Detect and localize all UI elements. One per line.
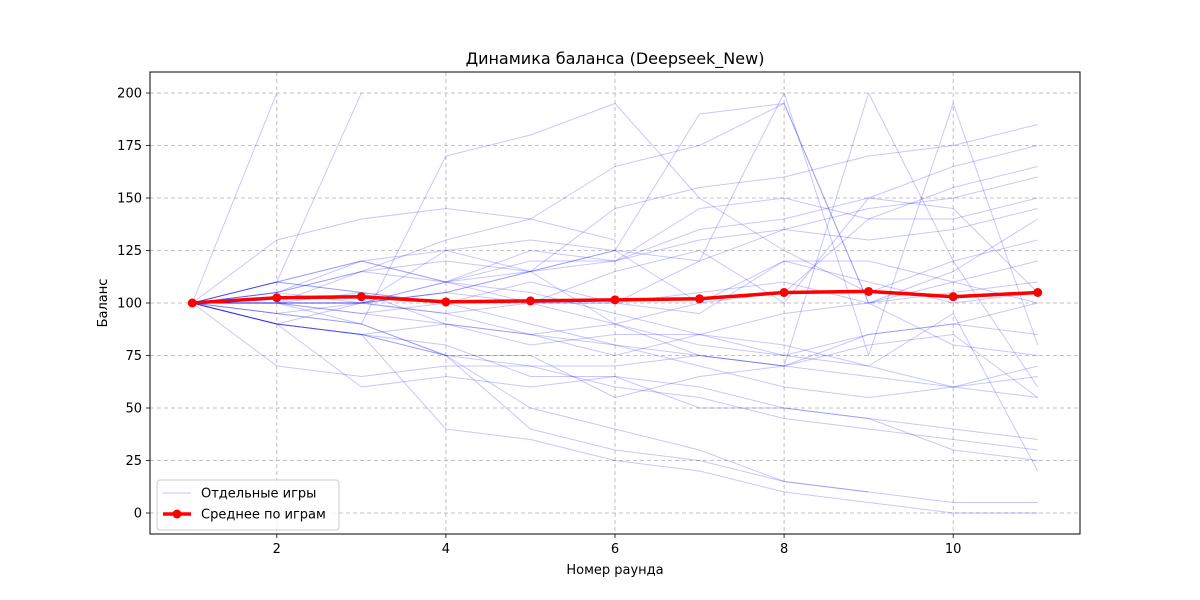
mean-point (187, 298, 197, 308)
individual-game-line (192, 92, 1039, 388)
mean-point (356, 292, 366, 302)
individual-game-line (192, 208, 616, 304)
individual-game-line (192, 260, 1038, 335)
legend-box (156, 479, 340, 531)
individual-game-line (192, 302, 1038, 514)
mean-point (779, 288, 789, 297)
y-tick-label: 100 (117, 297, 142, 312)
x-tick-label: 10 (945, 542, 962, 557)
y-tick-label: 150 (117, 192, 142, 207)
individual-game-line (192, 302, 1038, 388)
individual-game-line (192, 124, 1038, 325)
individual-game-line (192, 302, 1038, 398)
individual-game-line (192, 176, 1038, 304)
individual-game-line (192, 197, 1038, 304)
x-axis-label: Номер раунда (566, 563, 663, 578)
mean-point (864, 286, 874, 296)
individual-game-line (192, 103, 1038, 325)
individual-game-line (192, 302, 1038, 451)
y-tick-label: 0 (134, 507, 142, 522)
y-axis-label: Баланс (96, 279, 111, 328)
individual-game-line (191, 92, 278, 304)
legend: Отдельные игры Среднее по играм (156, 479, 340, 531)
mean-point (948, 292, 958, 302)
individual-game-line (192, 302, 1038, 440)
individual-game-line (192, 197, 1039, 304)
mean-point (272, 293, 282, 303)
mean-point (1033, 288, 1043, 297)
legend-individual-label: Отдельные игры (201, 487, 316, 502)
individual-game-line (192, 145, 1038, 304)
individual-game-line (192, 103, 1038, 356)
individual-game-line (192, 92, 362, 304)
x-tick-label: 4 (442, 542, 450, 557)
individual-game-line (192, 250, 1039, 472)
x-tick-label: 8 (780, 542, 788, 557)
individual-game-line (192, 260, 1038, 367)
chart-title: Динамика баланса (Deepseek_New) (466, 49, 765, 69)
mean-point (610, 295, 620, 305)
individual-game-line (192, 166, 1038, 304)
legend-mean-marker (172, 509, 182, 519)
individual-game-line (192, 92, 1039, 356)
individual-game-line (192, 271, 1038, 398)
y-tick-label: 125 (117, 244, 142, 259)
individual-game-line (192, 302, 1038, 461)
y-tick-label: 25 (125, 454, 142, 469)
individual-game-line (192, 302, 1038, 503)
mean-point (525, 296, 535, 306)
mean-point (695, 294, 705, 304)
mean-line-group (187, 286, 1043, 308)
y-tick-label: 175 (117, 139, 142, 154)
y-tick-label: 75 (125, 349, 142, 364)
individual-game-line (192, 302, 869, 493)
y-tick-label: 200 (117, 87, 142, 102)
individual-game-line (192, 302, 1038, 356)
y-tick-label: 50 (125, 402, 142, 417)
mean-point (441, 297, 451, 307)
legend-mean-label: Среднее по играм (201, 508, 326, 523)
individual-game-line (192, 281, 1038, 346)
x-tick-label: 6 (611, 542, 619, 557)
x-tick-label: 2 (273, 542, 281, 557)
